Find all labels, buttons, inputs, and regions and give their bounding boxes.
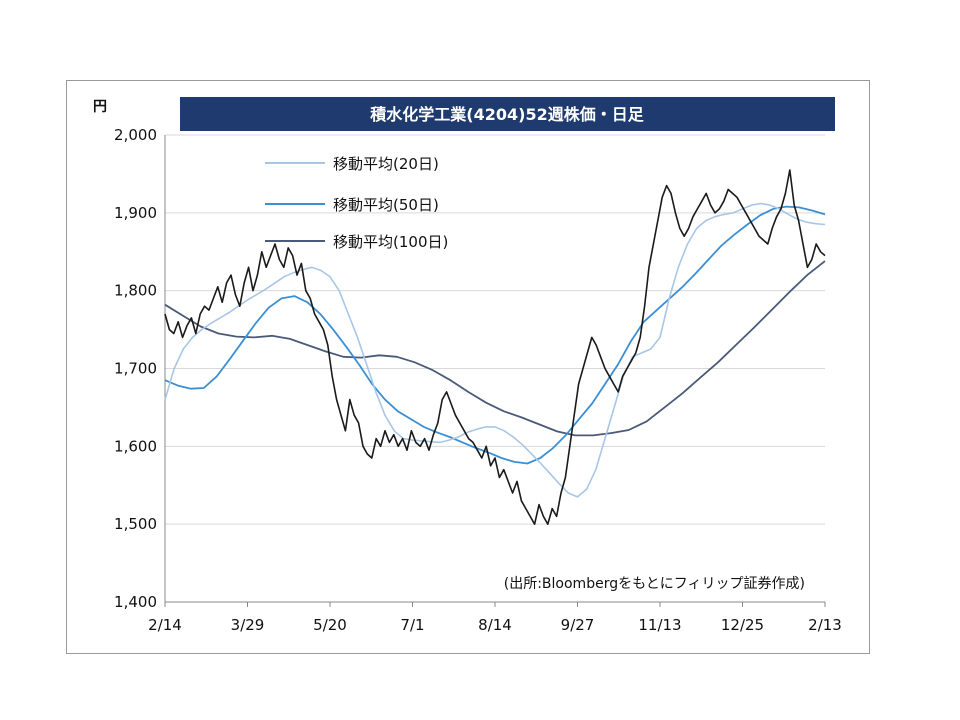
x-tick-label: 3/29 <box>231 616 265 634</box>
title-banner <box>180 97 835 131</box>
x-tick-label: 11/13 <box>638 616 681 634</box>
series-line-price <box>164 169 826 526</box>
series-line-ma20 <box>164 202 826 498</box>
chart-frame: 積水化学工業(4204)52週株価・日足 円 1,400 1,500 1,600 1,… <box>66 80 870 654</box>
series-line-ma100 <box>164 260 826 437</box>
legend: 移動平均(20日) 移動平均(50日) 移動平均(100日) <box>265 155 448 251</box>
series-lines <box>164 169 826 526</box>
stock-price-chart: 積水化学工業(4204)52週株価・日足 円 1,4001,5001,6001,… <box>93 97 842 634</box>
x-axis-ticks: 2/14 3/29 5/20 7/1 8/14 9/27 11/13 12/25 2/13 <box>148 602 842 634</box>
x-tick-label: 9/27 <box>561 616 595 634</box>
chart-title: 積水化学工業(4204)52週株価・日足 <box>369 105 644 124</box>
y-tick-label: 1,800 <box>114 282 157 300</box>
x-tick-label: 2/14 <box>148 616 182 634</box>
gridlines <box>165 134 825 525</box>
legend-label-ma100: 移動平均(100日) <box>333 233 448 251</box>
source-annotation: (出所:Bloombergをもとにフィリップ証券作成) <box>504 576 805 592</box>
series-line-ma50 <box>164 205 826 465</box>
y-tick-label: 1,400 <box>114 593 157 611</box>
x-tick-label: 7/1 <box>400 616 424 634</box>
x-tick-label: 8/14 <box>478 616 512 634</box>
y-tick-label: 1,700 <box>114 360 157 378</box>
legend-label-ma50: 移動平均(50日) <box>333 196 439 214</box>
y-tick-label: 1,900 <box>114 204 157 222</box>
x-tick-label: 12/25 <box>721 616 764 634</box>
y-tick-label: 1,500 <box>114 515 157 533</box>
y-tick-label: 2,000 <box>114 126 157 144</box>
x-tick-label: 2/13 <box>808 616 842 634</box>
y-axis-ticks: 1,400 1,500 1,600 1,700 1,800 1,900 2,000 <box>114 126 157 611</box>
y-axis-unit: 円 <box>93 99 107 115</box>
x-tick-label: 5/20 <box>313 616 347 634</box>
y-tick-label: 1,600 <box>114 437 157 455</box>
legend-label-ma20: 移動平均(20日) <box>333 155 439 173</box>
